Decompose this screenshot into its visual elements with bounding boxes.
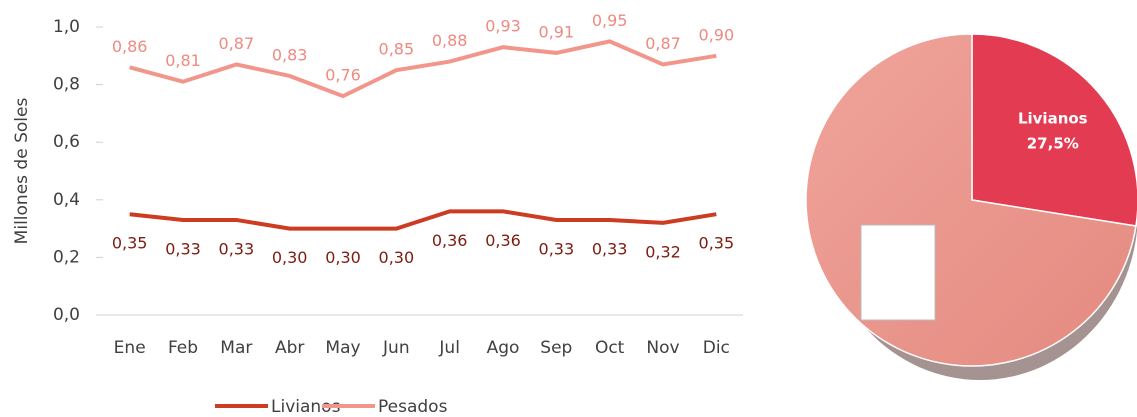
data-label: 0,83 xyxy=(272,45,308,64)
data-label: 0,85 xyxy=(379,40,415,59)
data-label: 0,90 xyxy=(699,25,735,44)
x-tick-label: Nov xyxy=(646,338,679,358)
data-label: 0,91 xyxy=(539,22,575,41)
data-label: 0,36 xyxy=(485,231,521,250)
slice-label: Livianos xyxy=(1018,110,1088,128)
slice-value: 27,5% xyxy=(1027,135,1079,153)
x-tick-label: May xyxy=(325,338,360,358)
label-box xyxy=(860,224,936,321)
data-label: 0,86 xyxy=(112,37,148,56)
series-line xyxy=(129,209,717,231)
data-label: 0,33 xyxy=(539,239,575,258)
data-label: 0,76 xyxy=(325,66,361,85)
data-label: 0,81 xyxy=(165,51,201,70)
data-label: 0,87 xyxy=(645,34,681,53)
x-tick-label: Dic xyxy=(703,338,730,358)
x-tick-label: Mar xyxy=(220,338,252,358)
data-label: 0,30 xyxy=(325,248,361,267)
legend-label: Pesados xyxy=(378,397,448,417)
y-tick-label: 1,0 xyxy=(53,17,80,37)
y-tick-label: 0,8 xyxy=(53,75,80,95)
x-tick-label: Jun xyxy=(382,338,410,358)
legend-label: Livianos xyxy=(271,397,341,417)
data-label: 0,35 xyxy=(699,234,735,253)
x-tick-label: Abr xyxy=(275,338,304,358)
pie-slice xyxy=(971,33,1137,227)
x-tick-label: Oct xyxy=(595,338,625,358)
series-line xyxy=(129,39,717,99)
data-label: 0,33 xyxy=(219,239,255,258)
data-label: 0,36 xyxy=(432,231,468,250)
data-label: 0,35 xyxy=(112,234,148,253)
y-tick-label: 0,2 xyxy=(53,247,80,267)
data-label: 0,33 xyxy=(592,239,628,258)
y-tick-label: 0,4 xyxy=(53,190,80,210)
data-label: 0,93 xyxy=(485,17,521,36)
data-label: 0,30 xyxy=(272,248,308,267)
x-tick-label: Ago xyxy=(487,338,520,358)
data-label: 0,32 xyxy=(645,242,681,261)
data-label: 0,87 xyxy=(219,34,255,53)
x-tick-label: Jul xyxy=(438,338,460,358)
y-tick-label: 0,0 xyxy=(53,305,80,325)
data-label: 0,95 xyxy=(592,11,628,30)
data-label: 0,30 xyxy=(379,248,415,267)
x-tick-label: Feb xyxy=(168,338,198,358)
x-tick-label: Sep xyxy=(540,338,572,358)
y-tick-label: 0,6 xyxy=(53,132,80,152)
x-tick-label: Ene xyxy=(114,338,146,358)
data-label: 0,88 xyxy=(432,31,468,50)
y-axis-label: Millones de Soles xyxy=(12,98,32,245)
data-label: 0,33 xyxy=(165,239,201,258)
